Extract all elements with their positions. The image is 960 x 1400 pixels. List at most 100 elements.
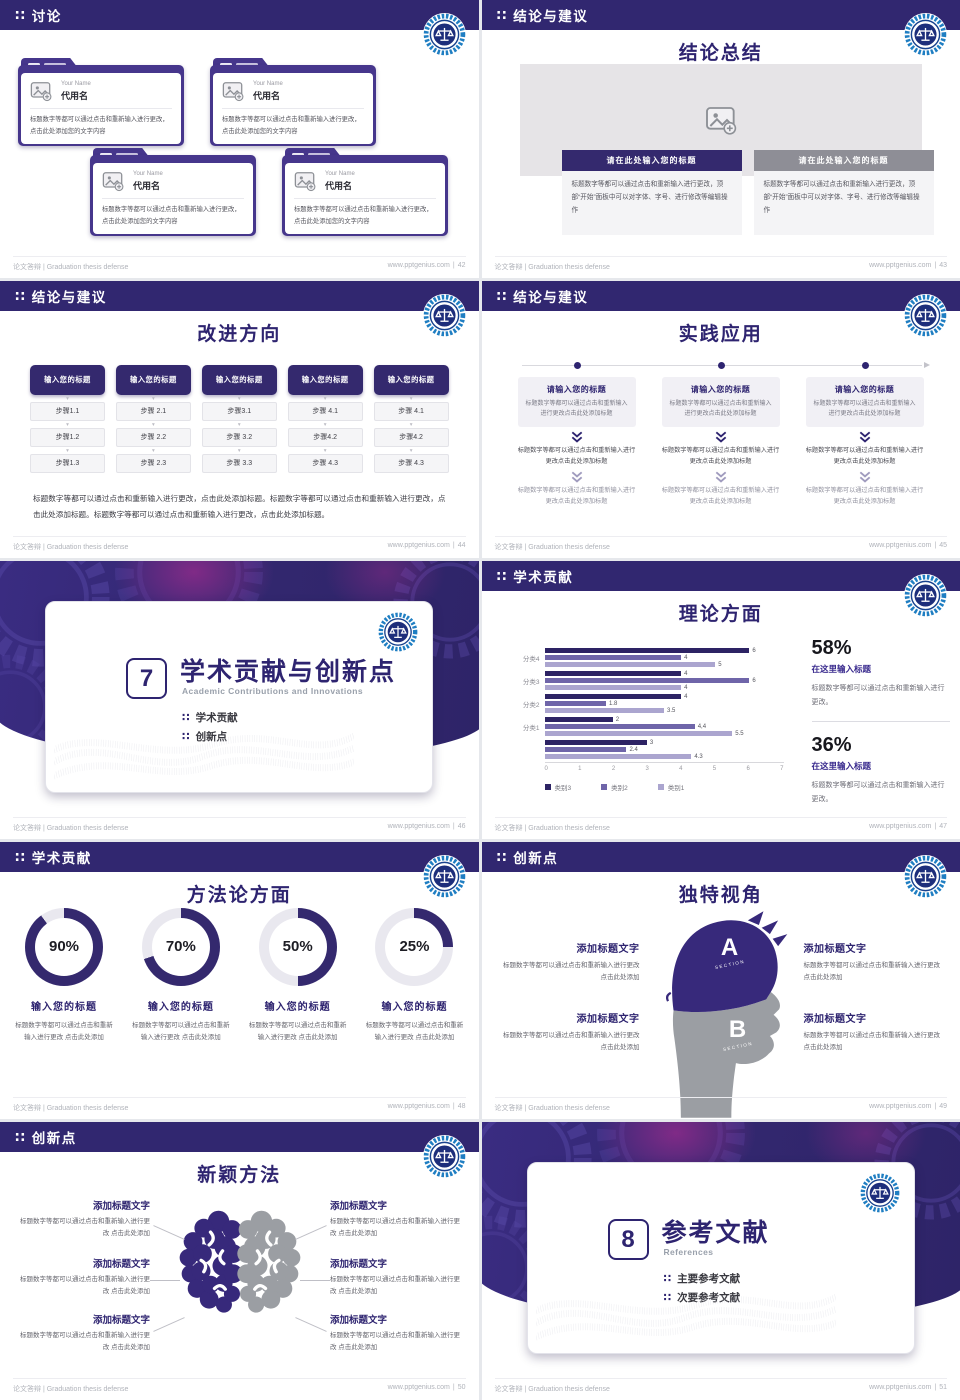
slide-heading: 实践应用 [678,323,763,345]
donut-title: 输入您的标题 [147,1001,214,1013]
slide-44-improvement-direction[interactable]: ∷ 结论与建议 改进方向 输入您的标题 ▾ 步骤1.1 ▾ 步骤1.2 ▾ 步骤… [0,280,479,559]
footer-page-number: 50 [457,1384,466,1391]
timeline-box-body: 标题数字等都可以通过点击和重新输入进行更改点击此处添加标题 [669,400,772,417]
step-column: 输入您的标题 ▾ 步骤1.1 ▾ 步骤1.2 ▾ 步骤1.3 [30,364,105,473]
step-column: 输入您的标题 ▾ 步骤 4.1 ▾ 步骤4.2 ▾ 步骤 4.3 [287,364,363,473]
footer-right-text: www.pptgenius.com | 46 [385,823,466,833]
slide-42-discussion[interactable]: ∷ 讨论 Your Name 代用名 标题数字等都可以通过点击和重新输入进行更改… [0,0,479,278]
bar-group: 分类2 4 1.8 3.5 [514,693,784,714]
section-marker-icon: ∷ [663,1292,672,1305]
footer-site: www.pptgenius.com [387,1103,450,1111]
down-arrow-icon: ▾ [409,447,413,454]
discussion-card: Your Name 代用名 标题数字等都可以通过点击和重新输入进行更改，点击此处… [90,148,256,238]
column-title-bar: 请在此处输入您的标题 [561,150,742,171]
bar [544,678,750,684]
divider [222,108,364,109]
folder-tab-dashes [100,153,112,156]
slide-45-practical-application[interactable]: ∷ 结论与建议 实践应用 请输入您的标题 标题数字等都可以通过点击和重新输入进行… [481,280,960,559]
step-column: 输入您的标题 ▾ 步骤 4.1 ▾ 步骤4.2 ▾ 步骤 4.3 [373,364,449,473]
section-marker-icon: ∷ [182,712,190,725]
block-body: 标题数字等都可以通过点击和重新输入进行更改 点击此处添加 [503,1031,640,1051]
stat-body: 标题数字等都可以通过点击和重新输入进行更改。 [811,685,945,706]
step-box: 步骤 4.3 [287,453,363,473]
block-title: 添加标题文字 [330,1201,388,1213]
timeline-box: 请输入您的标题 标题数字等都可以通过点击和重新输入进行更改点击此处添加标题 [517,376,636,427]
bar-row: 4 [544,684,784,691]
slide-46-section-cover[interactable]: 7 学术贡献与创新点 Academic Contributions and In… [0,561,479,839]
footer-separator: | [934,822,937,830]
section-marker-icon: ∷ [496,568,507,585]
step-box: 步骤4.2 [373,427,449,447]
slide-footer: 论文答辩 | Graduation thesis defense www.ppt… [13,255,466,272]
down-arrow-icon: ▾ [323,447,327,454]
down-arrow-icon: ▾ [237,447,241,454]
bar-rows: 2 4,4 5.5 [544,716,784,737]
bar-row: 2 [544,716,784,723]
slide-47-theory-chart[interactable]: ∷ 学术贡献 理论方面 分类4 6 4 5 分类3 4 6 4 分类2 4 1.8 3.5 分类1 2 4,… [481,561,960,839]
slide-43-conclusion-summary[interactable]: ∷ 结论与建议 结论总结 标题数字等都可以通过点击和重新输入进行更改，顶部“开始… [481,0,960,278]
tick: 7 [780,766,784,773]
footer-separator: | [934,542,937,550]
institution-logo-icon [903,854,948,899]
column-title: 输入您的标题 [287,364,363,395]
bar-group: 分类4 6 4 5 [514,647,784,668]
legend-item: 类别3 [544,782,572,793]
double-chevron-down-icon [570,471,584,483]
slide-footer: 论文答辩 | Graduation thesis defense www.ppt… [494,1378,947,1394]
down-arrow-icon: ▾ [151,395,155,402]
section-marker-icon: ∷ [182,731,190,744]
block-title: 添加标题文字 [330,1259,388,1271]
footer-left-text: 论文答辩 | Graduation thesis defense [494,544,610,552]
step-box: 步骤 3.2 [201,427,277,447]
slide-header-bar: ∷ 学术贡献 [481,561,960,592]
institution-logo-icon [859,1172,901,1214]
down-arrow-icon: ▾ [323,421,327,428]
slide-header-bar: ∷ 结论与建议 [481,0,960,30]
donut-percent: 25% [399,938,430,956]
block-title: 添加标题文字 [803,943,867,955]
bar-row: 2.4 [544,746,784,753]
card-name-en: Your Name [61,81,91,87]
bar-axis: 0 1 2 3 4 5 6 7 [544,762,784,773]
bar-rows: 4 1.8 3.5 [544,693,784,714]
slide-49-unique-perspective[interactable]: ∷ 创新点 独特视角 A SECTION B SECTION 添加标题文字 标题… [481,841,960,1120]
donut-body: 标题数字等都可以通过点击和重新输入进行更改 点击此处添加 [15,1021,113,1042]
bar [544,731,733,737]
institution-logo-icon [377,611,419,653]
section-item: ∷ 创新点 [182,727,238,746]
bar-group: 分类3 4 6 4 [514,670,784,691]
legend-item: 类别2 [601,782,628,792]
footer-page-number: 46 [457,822,466,830]
footer-site: www.pptgenius.com [869,1384,932,1391]
block-title: 添加标题文字 [576,943,640,955]
step-box: 步骤 2.3 [115,453,191,473]
avatar-placeholder-icon [222,80,244,102]
bar-cat: 分类1 [522,724,540,732]
slide-50-novel-method[interactable]: ∷ 创新点 新颖方法 添加标题文字 标题数字等都可以通过点击和重新输入进行更改 … [0,1122,479,1400]
section-cover-card: 8 参考文献 References ∷ 主要参考文献 ∷ 次要参考文献 [526,1162,915,1355]
donut-title: 输入您的标题 [31,1001,97,1013]
down-arrow-icon: ▾ [66,447,69,454]
connector-line [150,1280,180,1282]
down-arrow-icon: ▾ [66,421,69,428]
bar-row: 3 [544,739,784,746]
footer-separator: | [934,1384,937,1391]
section-item-label: 主要参考文献 [677,1273,741,1286]
footer-left-text: 论文答辩 | Graduation thesis defense [13,544,129,552]
legend-name: 类别3 [554,785,572,793]
slide-header-title: 学术贡献 [513,570,574,586]
folder-card: Your Name 代用名 标题数字等都可以通过点击和重新输入进行更改，点击此处… [21,73,181,144]
bar-row: 5 [544,661,784,668]
slide-header-bar: ∷ 结论与建议 [481,280,960,311]
folder-tab-dashes [292,153,304,156]
folder-tab-dashes [28,63,40,66]
donut-chart-row: 90% 输入您的标题 标题数字等都可以通过点击和重新输入进行更改 点击此处添加 … [8,907,471,1045]
card-name-cn: 代用名 [61,91,89,101]
block-title: 添加标题文字 [576,1013,640,1025]
slide-48-methodology-donuts[interactable]: ∷ 学术贡献 方法论方面 90% 输入您的标题 标题数字等都可以通过点击和重新输… [0,841,479,1120]
footer-separator: | [452,261,455,269]
donut-column: 50% 输入您的标题 标题数字等都可以通过点击和重新输入进行更改 点击此处添加 [242,907,354,1045]
slide-51-section-cover[interactable]: 8 参考文献 References ∷ 主要参考文献 ∷ 次要参考文献 论文答辩 |… [481,1122,960,1400]
bar-row: 1.8 [544,700,784,707]
tick: 3 [645,766,649,773]
